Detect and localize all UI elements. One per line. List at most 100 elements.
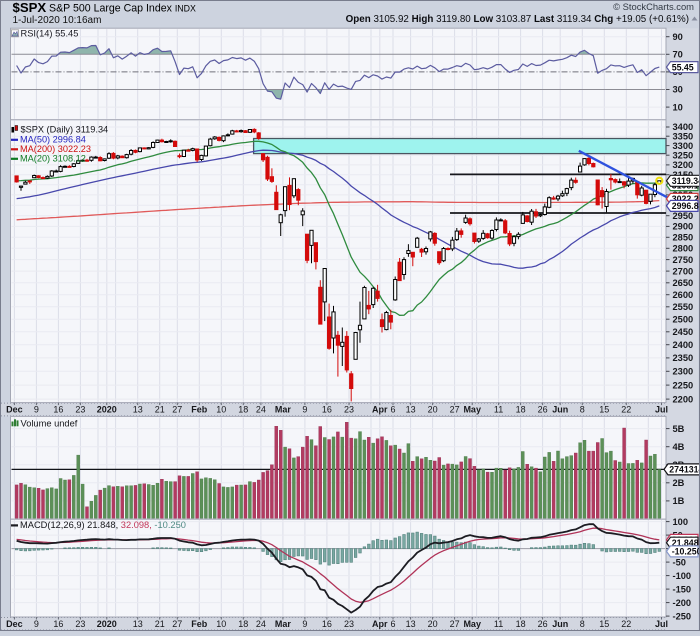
- svg-text:100: 100: [673, 517, 689, 527]
- svg-text:6: 6: [390, 619, 395, 629]
- svg-text:23: 23: [344, 405, 354, 415]
- svg-text:23: 23: [75, 405, 85, 415]
- svg-text:MACD(12,26,9) 21.848, 32.098,: MACD(12,26,9) 21.848, 32.098, -10.250: [20, 520, 186, 530]
- svg-text:90: 90: [673, 32, 683, 42]
- svg-text:22: 22: [621, 405, 631, 415]
- svg-text:16: 16: [322, 619, 332, 629]
- svg-text:2400: 2400: [673, 340, 694, 350]
- svg-text:20: 20: [428, 619, 438, 629]
- svg-text:13: 13: [133, 619, 143, 629]
- svg-text:3200: 3200: [673, 160, 694, 170]
- svg-text:2500: 2500: [673, 314, 694, 324]
- svg-text:18: 18: [238, 619, 248, 629]
- svg-text:May: May: [463, 405, 481, 415]
- svg-text:Feb: Feb: [191, 619, 208, 629]
- svg-text:2550: 2550: [673, 302, 694, 312]
- svg-text:Jul: Jul: [655, 405, 668, 415]
- svg-text:2650: 2650: [673, 278, 694, 288]
- svg-text:3119.34: 3119.34: [672, 176, 700, 186]
- svg-text:11: 11: [494, 619, 503, 629]
- svg-text:2020: 2020: [97, 619, 117, 629]
- svg-text:2020: 2020: [97, 405, 117, 415]
- svg-text:9: 9: [34, 619, 39, 629]
- svg-text:Jul: Jul: [655, 619, 668, 629]
- svg-text:11: 11: [494, 405, 503, 415]
- svg-text:22: 22: [621, 619, 631, 629]
- svg-text:2750: 2750: [673, 255, 694, 265]
- svg-text:21: 21: [155, 405, 165, 415]
- svg-text:2450: 2450: [673, 327, 694, 337]
- svg-text:2700: 2700: [673, 266, 694, 276]
- svg-text:9: 9: [302, 405, 307, 415]
- svg-text:10: 10: [216, 619, 226, 629]
- svg-text:Mar: Mar: [275, 405, 292, 415]
- svg-text:-50: -50: [673, 557, 686, 567]
- svg-text:3250: 3250: [673, 150, 694, 160]
- svg-text:24: 24: [256, 405, 266, 415]
- svg-text:23: 23: [75, 619, 85, 629]
- svg-text:8: 8: [580, 619, 585, 629]
- svg-text:2600: 2600: [673, 290, 694, 300]
- svg-text:2250: 2250: [673, 380, 694, 390]
- svg-text:MA(50) 2996.84: MA(50) 2996.84: [20, 134, 86, 144]
- svg-text:2950: 2950: [673, 211, 694, 221]
- svg-text:9: 9: [302, 619, 307, 629]
- svg-text:Jun: Jun: [552, 405, 568, 415]
- svg-text:2850: 2850: [673, 233, 694, 243]
- svg-text:9: 9: [34, 405, 39, 415]
- svg-text:-100: -100: [673, 571, 692, 581]
- svg-text:Mar: Mar: [275, 619, 292, 629]
- svg-text:3300: 3300: [673, 141, 694, 151]
- svg-text:27: 27: [172, 619, 182, 629]
- svg-text:20: 20: [428, 405, 438, 415]
- svg-text:3400: 3400: [673, 122, 694, 132]
- svg-text:Volume undef: Volume undef: [21, 418, 78, 428]
- svg-text:18: 18: [516, 619, 526, 629]
- svg-text:3350: 3350: [673, 131, 694, 141]
- svg-text:S&P 500 Large Cap Index INDX: S&P 500 Large Cap Index INDX: [49, 3, 196, 15]
- svg-text:2B: 2B: [673, 478, 685, 488]
- svg-text:16: 16: [322, 405, 332, 415]
- svg-text:4B: 4B: [673, 442, 685, 452]
- svg-text:-10.250: -10.250: [672, 547, 700, 557]
- svg-text:15: 15: [599, 405, 609, 415]
- svg-text:Open 3105.92 High 3119.80 Low: Open 3105.92 High 3119.80 Low 3103.87 La…: [346, 14, 689, 25]
- svg-text:1B: 1B: [673, 496, 685, 506]
- svg-text:-200: -200: [673, 598, 692, 608]
- svg-text:Jun: Jun: [552, 619, 568, 629]
- svg-text:$SPX (Daily) 3119.34: $SPX (Daily) 3119.34: [21, 124, 109, 134]
- svg-text:2300: 2300: [673, 367, 694, 377]
- svg-text:6: 6: [390, 405, 395, 415]
- svg-text:13: 13: [406, 405, 416, 415]
- svg-text:MA(20) 3108.12: MA(20) 3108.12: [20, 153, 86, 163]
- svg-text:MA(200) 3022.23: MA(200) 3022.23: [20, 144, 91, 154]
- svg-text:10: 10: [673, 102, 683, 112]
- svg-text:18: 18: [516, 405, 526, 415]
- svg-text:27: 27: [172, 405, 182, 415]
- svg-text:15: 15: [599, 619, 609, 629]
- svg-text:© StockCharts.com: © StockCharts.com: [613, 1, 694, 12]
- svg-text:26: 26: [538, 619, 548, 629]
- svg-text:Dec: Dec: [6, 405, 23, 415]
- svg-text:70: 70: [673, 50, 683, 60]
- svg-text:2350: 2350: [673, 353, 694, 363]
- svg-text:26: 26: [538, 405, 548, 415]
- svg-text:18: 18: [238, 405, 248, 415]
- svg-text:RSI(14) 55.45: RSI(14) 55.45: [21, 29, 79, 39]
- svg-text:30: 30: [673, 85, 683, 95]
- svg-text:Apr: Apr: [372, 619, 388, 629]
- svg-text:5B: 5B: [673, 424, 685, 434]
- svg-text:-150: -150: [673, 584, 692, 594]
- svg-text:-250: -250: [673, 611, 692, 621]
- svg-text:2200: 2200: [673, 394, 694, 404]
- svg-text:1-Jul-2020 10:16am: 1-Jul-2020 10:16am: [13, 15, 102, 26]
- svg-text:13: 13: [133, 405, 143, 415]
- svg-text:2900: 2900: [673, 222, 694, 232]
- svg-text:Dec: Dec: [6, 619, 23, 629]
- svg-text:16: 16: [53, 405, 63, 415]
- svg-text:10: 10: [216, 405, 226, 415]
- svg-text:16: 16: [53, 619, 63, 629]
- svg-text:Feb: Feb: [191, 405, 208, 415]
- svg-text:May: May: [463, 619, 481, 629]
- svg-text:13: 13: [406, 619, 416, 629]
